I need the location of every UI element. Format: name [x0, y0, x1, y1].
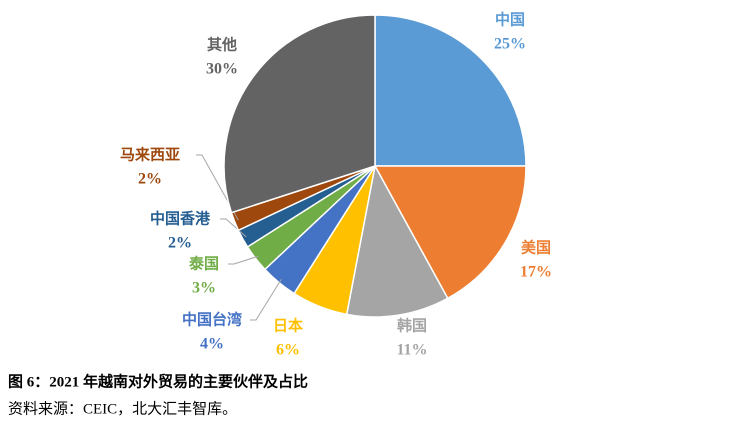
leader-line [228, 255, 259, 265]
caption: 图 6：2021 年越南对外贸易的主要伙伴及占比 [8, 372, 308, 390]
slice-label: 中国台湾 [182, 311, 242, 329]
slice-label: 泰国 [188, 255, 219, 273]
slice-label: 中国香港 [150, 210, 211, 228]
pie-slice [345, 163, 449, 318]
slice-value-label: 25% [494, 36, 526, 53]
slice-label: 美国 [521, 239, 551, 257]
slice-value-label: 3% [192, 280, 216, 297]
slice-value-label: 2% [138, 171, 162, 188]
slice-value-label: 2% [168, 235, 192, 252]
pie-slice [373, 165, 527, 300]
pie-slice [374, 14, 527, 167]
slice-label: 其他 [207, 36, 237, 54]
leader-line [250, 279, 282, 321]
slice-label: 中国 [495, 11, 525, 29]
pie-slice [223, 14, 376, 214]
source: 资料来源：CEIC，北大汇丰智库。 [8, 399, 237, 417]
slice-value-label: 17% [520, 264, 552, 281]
slice-label: 韩国 [397, 317, 427, 335]
leader-line [196, 154, 239, 221]
slice-label: 日本 [273, 317, 303, 335]
leader-line [220, 218, 247, 238]
slice-value-label: 4% [200, 336, 224, 353]
slice-value-label: 11% [396, 342, 427, 359]
slice-value-label: 6% [276, 342, 300, 359]
slice-value-label: 30% [206, 61, 238, 78]
slice-label: 马来西亚 [120, 146, 180, 164]
